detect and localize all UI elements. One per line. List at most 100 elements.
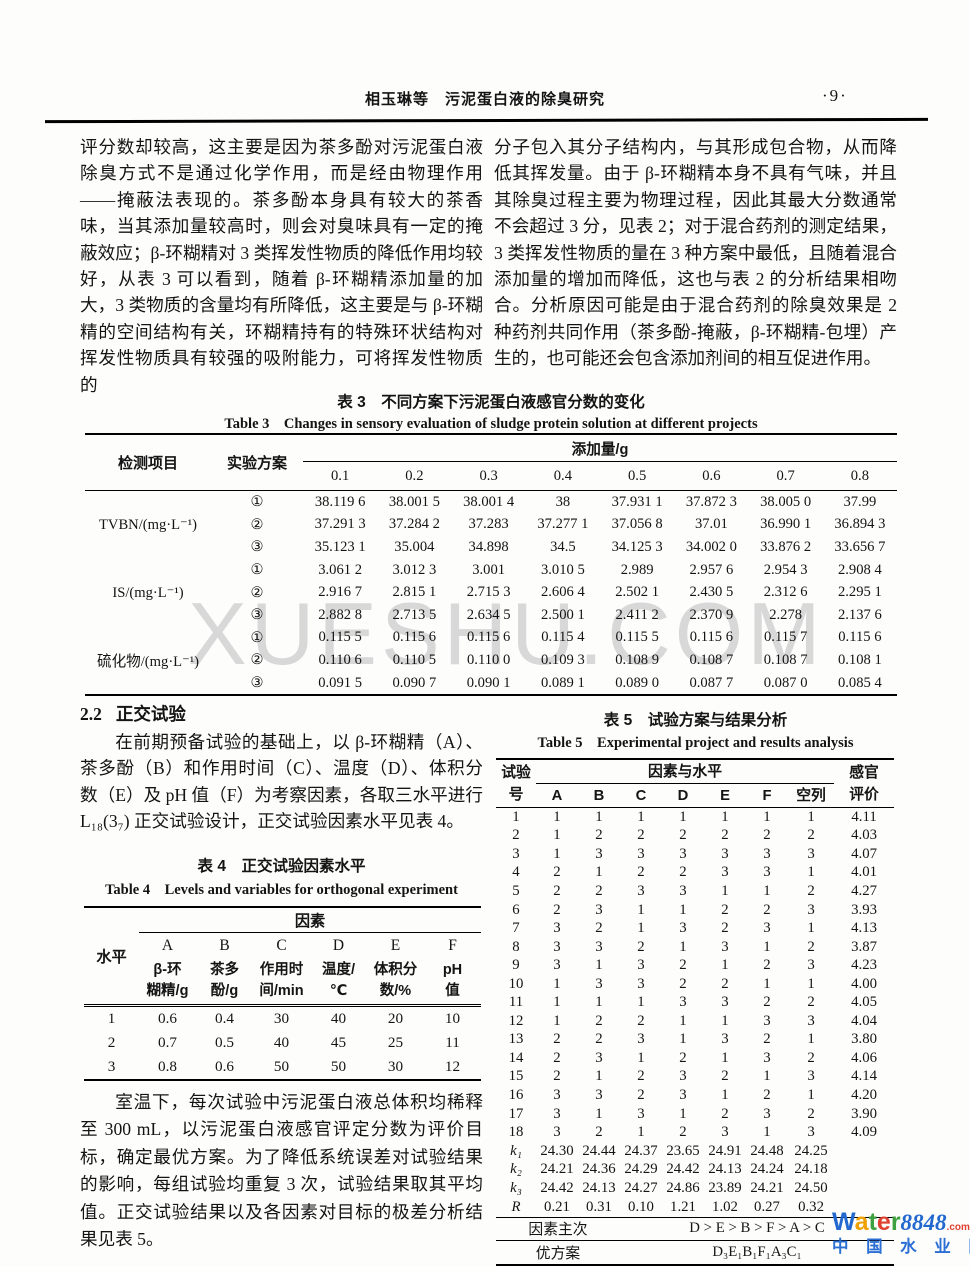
cell: 37.291 3 [314,516,366,533]
cell: 1 [679,808,687,825]
cell: 0.089 1 [540,674,585,691]
cell: 4.03 [851,827,878,844]
table5-caption-zh: 表 5 试验方案与结果分析 [603,712,788,729]
row-group-label: TVBN/(mg·L⁻¹) [98,516,197,533]
cell: 24.29 [624,1161,658,1178]
table-row: ③ 0.091 5 0.090 7 0.090 1 0.089 1 0.089 0 0.08… [85,672,897,696]
cell: 1 [679,938,687,955]
table-row: 1 0.6 0.4 30 40 20 10 [84,1006,481,1032]
table-row: 8 3 3 2 1 3 1 2 3.87 [496,938,894,957]
cell: 2.502 1 [615,584,660,601]
dosage-col-header: 0.6 [674,461,749,491]
cell: 3 [107,1058,116,1075]
brand-line1: Water8848.com [832,1210,970,1235]
table4-header-row-1: 水平 因素 [84,907,481,1007]
cell: 24.86 [666,1180,700,1197]
cell: 24.42 [540,1180,574,1197]
cell: 0.4 [215,1010,234,1027]
factor-letter: 空列 [788,783,835,808]
cell: 2 [553,882,561,899]
dosage-col-header: 0.4 [525,461,600,491]
cell: 4.05 [851,994,878,1011]
page-number: ·9· [822,86,848,105]
cell: 3 [721,845,729,862]
cell: 2.312 6 [763,584,808,601]
table-row: 9 3 1 3 2 1 2 3 4.23 [496,956,894,975]
cell: 3 [807,1124,815,1141]
col-header-item: 检测项目 [85,434,211,491]
cell: 2 [637,1086,645,1103]
cell: 3.010 5 [540,561,585,578]
k-row-label: k₁ [510,1142,522,1159]
cell: 3 [679,994,687,1011]
cell: 24.27 [624,1180,658,1197]
cell: 23.89 [708,1180,742,1197]
cell: 2 [721,901,729,918]
left-column-paragraph: 评分数却较高，这主要是因为茶多酚对污泥蛋白液除臭方式不是通过化学作用，而是经由物… [80,137,483,395]
table-row: 15 2 1 2 3 2 1 3 4.14 [496,1068,894,1087]
cell: 24.24 [750,1161,784,1178]
cell: 2 [807,882,815,899]
running-head: 相玉琳等 污泥蛋白液的除臭研究 [364,91,605,108]
cell: 2 [595,1031,603,1048]
cell: 3 [553,1086,561,1103]
cell: 4.20 [851,1086,878,1103]
cell: 37.872 3 [685,493,737,510]
cell: 2.278 [769,606,803,623]
cell: 38.119 6 [314,493,366,510]
cell: 3 [721,994,729,1011]
cell: 1 [721,1086,729,1103]
optimum-value: D₃E₁B₁F₁A₃C₁ [712,1243,802,1260]
k-row: k₂ 24.21 24.36 24.29 24.42 24.13 24.24 24.18 [496,1161,894,1180]
cell: 4.09 [851,1124,878,1141]
cell: 3 [763,864,771,881]
cell: 30 [387,1058,404,1075]
cell: 0.8 [158,1058,177,1075]
cell: 3 [807,1068,815,1085]
table4-body: 1 0.6 0.4 30 40 20 10 2 0.7 0.5 40 45 25 11 3 0.8 0.6 50 5… [84,1006,481,1081]
cell: 2 [679,957,687,974]
cell: 24.37 [624,1142,658,1159]
table3-caption-zh: 表 3 不同方案下污泥蛋白液感官分数的变化 [337,394,645,411]
cell: 18 [508,1124,524,1141]
cell: 1 [637,808,645,825]
cell: 0.108 7 [763,651,808,668]
cell: 4.00 [851,975,878,992]
cell: 2 [679,1124,687,1141]
table-row: 16 3 3 2 3 1 2 1 4.20 [496,1086,894,1105]
cell: 1 [679,901,687,918]
k-row: k₃ 24.42 24.13 24.27 24.86 23.89 24.21 24.50 [496,1179,894,1198]
bottom-left-paragraph: 室温下，每次试验中污泥蛋白液总体积均稀释至 300 mL，以污泥蛋白液感官评定分… [80,1092,483,1250]
cell: 1 [763,808,771,825]
cell: 10 [508,975,524,992]
dosage-col-header: 0.1 [303,461,378,491]
cell: 1 [807,1086,815,1103]
cell: 14 [508,1049,524,1066]
cell: 3 [721,864,729,881]
table-row: 11 1 1 1 3 3 2 2 4.05 [496,993,894,1012]
cell: 0.115 6 [838,629,882,646]
brand-site-name: 中 国 水 业 网 [832,1238,970,1256]
cell: 2 [637,1068,645,1085]
factor-letter: A [536,783,578,808]
cell: 4.23 [851,957,878,974]
header-rule [44,117,929,123]
cell: 0.10 [620,1197,662,1218]
cell: 1 [595,808,603,825]
cell: 1 [721,808,729,825]
table3-dosage-row: 0.1 0.2 0.3 0.4 0.5 0.6 0.7 0.8 [85,461,898,491]
table5-header-row-1: 试验 号 因素与水平 感官 评价 [496,759,895,808]
cell: 35.004 [394,538,435,555]
cell: 0.6 [215,1058,234,1075]
cell: 2 [679,864,687,881]
scheme-cell: ③ [250,675,264,692]
cell: 2 [512,827,520,844]
cell: 24.44 [582,1142,616,1159]
cell: 13 [508,1031,524,1048]
cell: 0.108 9 [615,651,660,668]
cell: 34.002 0 [685,538,737,555]
cell: 50 [273,1058,290,1075]
factor-letter: D [662,783,704,808]
cell: 30 [273,1010,290,1027]
cell: 6 [512,901,520,918]
